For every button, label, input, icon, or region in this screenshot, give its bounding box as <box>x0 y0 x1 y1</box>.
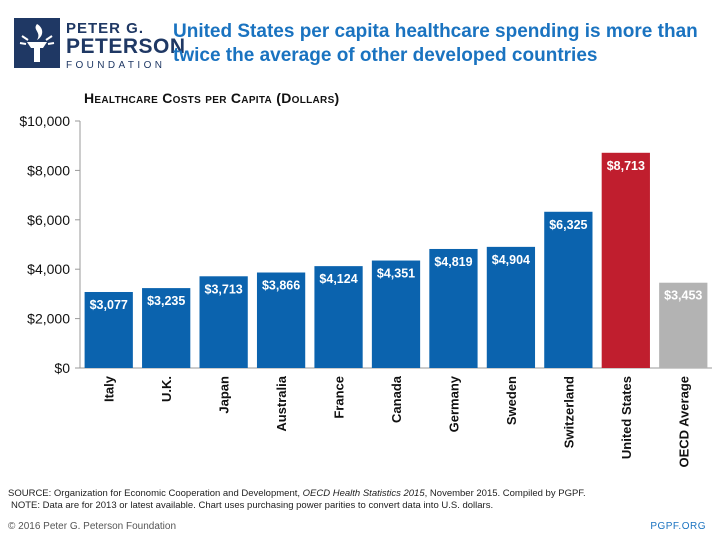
bar <box>256 272 306 368</box>
bar <box>84 291 133 368</box>
bar-value-label: $3,713 <box>205 282 243 296</box>
logo-line-2: PETERSON <box>66 35 186 58</box>
y-tick-label: $10,000 <box>19 113 70 129</box>
bar-value-label: $3,235 <box>147 294 185 308</box>
bar <box>199 276 248 368</box>
y-tick-label: $0 <box>54 360 70 376</box>
bar-value-label: $6,325 <box>549 218 587 232</box>
chart-title: Healthcare Costs per Capita (Dollars) <box>84 90 340 106</box>
torch-icon <box>14 18 60 68</box>
copyright: © 2016 Peter G. Peterson Foundation <box>8 521 177 532</box>
y-tick-label: $6,000 <box>27 212 70 228</box>
bar-chart: $0 $2,000 $4,000 $6,000 $8,000 $10,000 $3,077 I… <box>19 113 712 468</box>
bar <box>314 266 363 368</box>
bar <box>429 248 478 368</box>
logo-line-1: PETER G. <box>66 20 145 37</box>
source-title: OECD Health Statistics 2015 <box>302 488 425 499</box>
bar-value-label: $4,819 <box>434 255 472 269</box>
x-tick-label: OECD Average <box>676 376 691 468</box>
bar-value-label: $4,351 <box>377 267 415 281</box>
x-tick-label: U.K. <box>159 376 174 402</box>
bar-value-label: $3,866 <box>262 279 300 293</box>
logo-line-3: FOUNDATION <box>66 60 166 71</box>
x-tick-label: Australia <box>274 375 289 431</box>
y-tick-label: $8,000 <box>27 162 70 178</box>
x-tick-label: Italy <box>102 375 117 402</box>
x-tick-label: Germany <box>446 375 461 432</box>
x-tick-label: France <box>332 376 347 419</box>
source-suffix: , November 2015. Compiled by PGPF. <box>424 488 586 499</box>
bar-value-label: $3,453 <box>664 289 702 303</box>
source-line: SOURCE: Organization for Economic Cooper… <box>8 488 713 500</box>
x-tick-label: Japan <box>217 376 232 414</box>
bar-value-label: $4,124 <box>319 272 357 286</box>
bar <box>486 246 536 368</box>
bar <box>601 152 650 368</box>
bar <box>659 282 708 368</box>
x-tick-label: Canada <box>389 375 404 423</box>
bar <box>371 260 421 368</box>
y-tick-label: $2,000 <box>27 311 70 327</box>
pgpf-logo: PETER G. PETERSON FOUNDATION <box>14 18 185 71</box>
y-tick-label: $4,000 <box>27 261 70 277</box>
x-tick-label: Switzerland <box>561 376 576 448</box>
x-tick-label: Sweden <box>504 376 519 425</box>
note-line: NOTE: Data are for 2013 or latest availa… <box>11 500 494 511</box>
bar-value-label: $8,713 <box>607 159 645 173</box>
bar <box>544 211 593 368</box>
source-note: SOURCE: Organization for Economic Cooper… <box>8 488 713 512</box>
bar-value-label: $3,077 <box>90 298 128 312</box>
bar-value-label: $4,904 <box>492 253 530 267</box>
bar <box>142 288 191 368</box>
site-link[interactable]: PGPF.ORG <box>650 521 706 532</box>
x-tick-label: United States <box>619 376 634 459</box>
page-headline: United States per capita healthcare spen… <box>173 21 698 66</box>
source-prefix: SOURCE: Organization for Economic Cooper… <box>8 488 303 499</box>
